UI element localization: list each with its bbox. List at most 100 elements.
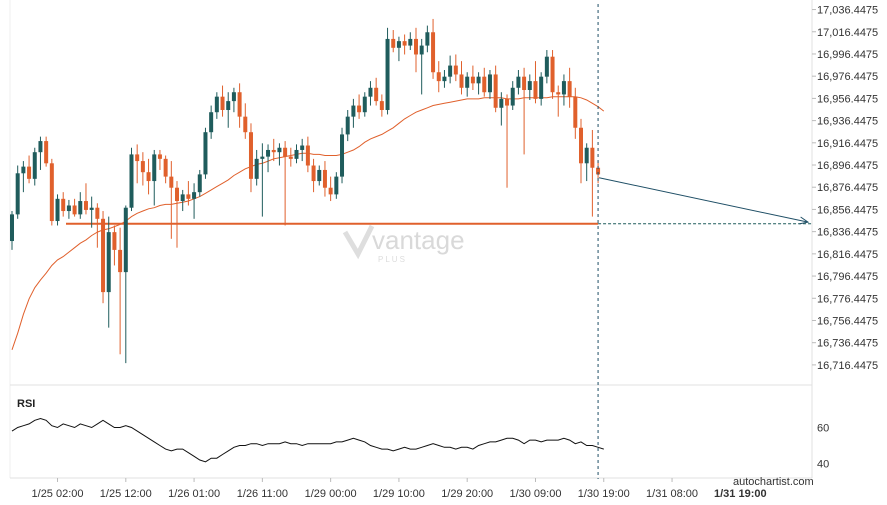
- candle-body: [459, 74, 464, 88]
- candle-body: [300, 145, 305, 150]
- candle-body: [288, 156, 293, 159]
- candle-body: [391, 38, 396, 48]
- candle-body: [442, 76, 447, 82]
- y-tick-label: 16,996.4475: [817, 49, 878, 61]
- candle-body: [283, 147, 288, 157]
- candle-body: [539, 76, 544, 99]
- candle-body: [44, 141, 49, 164]
- candle-body: [431, 32, 436, 73]
- x-tick-label: 1/29 20:00: [441, 488, 493, 500]
- candle-body: [556, 92, 561, 95]
- x-axis: 1/25 02:00 1/25 12:00 1/26 01:00 1/26 11:00…: [32, 478, 767, 500]
- candle-body: [317, 169, 322, 182]
- watermark-logo-icon: [342, 224, 375, 260]
- candle-body: [169, 176, 174, 188]
- candle-body: [27, 166, 32, 179]
- candle-body: [379, 101, 384, 110]
- candle-body: [72, 205, 77, 215]
- candle-body: [362, 96, 367, 113]
- candle-body: [584, 147, 589, 164]
- candle-body: [254, 158, 259, 179]
- x-tick-label: 1/25 02:00: [32, 488, 84, 500]
- candle-body: [203, 132, 208, 175]
- candle-body: [425, 32, 430, 46]
- candle-body: [470, 76, 475, 84]
- candle-body: [146, 172, 151, 182]
- candle-body: [368, 87, 373, 97]
- candle-body: [305, 145, 310, 166]
- y-axis: 17,036.4475 17,016.4475 16,996.4475 16,976.…: [812, 5, 878, 372]
- candle-body: [163, 158, 168, 177]
- credit-text: autochartist.com: [733, 476, 814, 488]
- candle-body: [237, 92, 242, 117]
- y-tick-label: 16,956.4475: [817, 93, 878, 105]
- candle-body: [180, 194, 185, 202]
- y-tick-label: 16,716.4475: [817, 360, 878, 372]
- candle-body: [294, 149, 299, 159]
- candle-body: [476, 76, 481, 84]
- candle-body: [101, 218, 106, 293]
- candle-body: [186, 194, 191, 199]
- x-tick-label: 1/29 00:00: [305, 488, 357, 500]
- candle-body: [596, 167, 601, 175]
- candle-body: [192, 192, 197, 199]
- candle-body: [345, 116, 350, 135]
- y-tick-label: 16,736.4475: [817, 338, 878, 350]
- candle-body: [482, 76, 487, 93]
- candlestick-series: [10, 18, 601, 364]
- y-tick-label: 16,816.4475: [817, 249, 878, 261]
- x-tick-label: 1/26 01:00: [168, 488, 220, 500]
- candle-body: [89, 207, 94, 210]
- y-tick-label: 16,836.4475: [817, 227, 878, 239]
- watermark-subtext: PLUS: [378, 255, 407, 264]
- candle-body: [106, 232, 111, 293]
- candle-body: [260, 156, 265, 159]
- candle-body: [129, 154, 134, 208]
- x-tick-label: 1/30 09:00: [509, 488, 561, 500]
- forecast-arrow-head: [799, 216, 810, 225]
- candle-body: [266, 149, 271, 157]
- candle-body: [419, 45, 424, 55]
- candle-body: [487, 74, 492, 93]
- y-tick-label: 16,796.4475: [817, 271, 878, 283]
- candle-body: [510, 87, 515, 106]
- candle-body: [322, 169, 327, 188]
- candle-body: [231, 92, 236, 102]
- candle-body: [118, 249, 123, 273]
- candle-body: [220, 96, 225, 110]
- candle-body: [197, 174, 202, 193]
- candle-body: [579, 127, 583, 164]
- candle-body: [49, 163, 54, 222]
- candle-body: [374, 87, 379, 102]
- candle-body: [396, 41, 401, 48]
- candle-body: [55, 198, 60, 222]
- candle-body: [573, 96, 578, 128]
- y-tick-label: 16,856.4475: [817, 204, 878, 216]
- candle-body: [78, 201, 83, 215]
- candle-body: [561, 81, 566, 95]
- x-tick-label: 1/31 08:00: [646, 488, 698, 500]
- candle-body: [351, 105, 356, 117]
- candle-body: [140, 161, 145, 173]
- candle-body: [522, 76, 527, 91]
- candle-body: [277, 147, 282, 153]
- rsi-line: [11, 417, 604, 463]
- x-tick-label: 1/26 11:00: [237, 488, 288, 500]
- grid-lines: [9, 0, 813, 479]
- rsi-tick-label: 40: [817, 459, 829, 471]
- candle-body: [413, 38, 418, 55]
- y-tick-label: 16,756.4475: [817, 315, 878, 327]
- candle-body: [226, 101, 231, 110]
- candle-body: [152, 154, 157, 182]
- rsi-tick-label: 60: [817, 422, 829, 434]
- candle-body: [340, 134, 345, 177]
- x-tick-label: 1/30 19:00: [578, 488, 630, 500]
- candle-body: [311, 165, 316, 182]
- candle-body: [123, 207, 128, 273]
- candle-body: [385, 38, 390, 110]
- y-tick-label: 16,876.4475: [817, 182, 878, 194]
- watermark-text: vantage: [372, 225, 465, 255]
- rsi-label: RSI: [17, 398, 35, 410]
- forecast-layer: [597, 4, 810, 479]
- candle-body: [408, 38, 413, 46]
